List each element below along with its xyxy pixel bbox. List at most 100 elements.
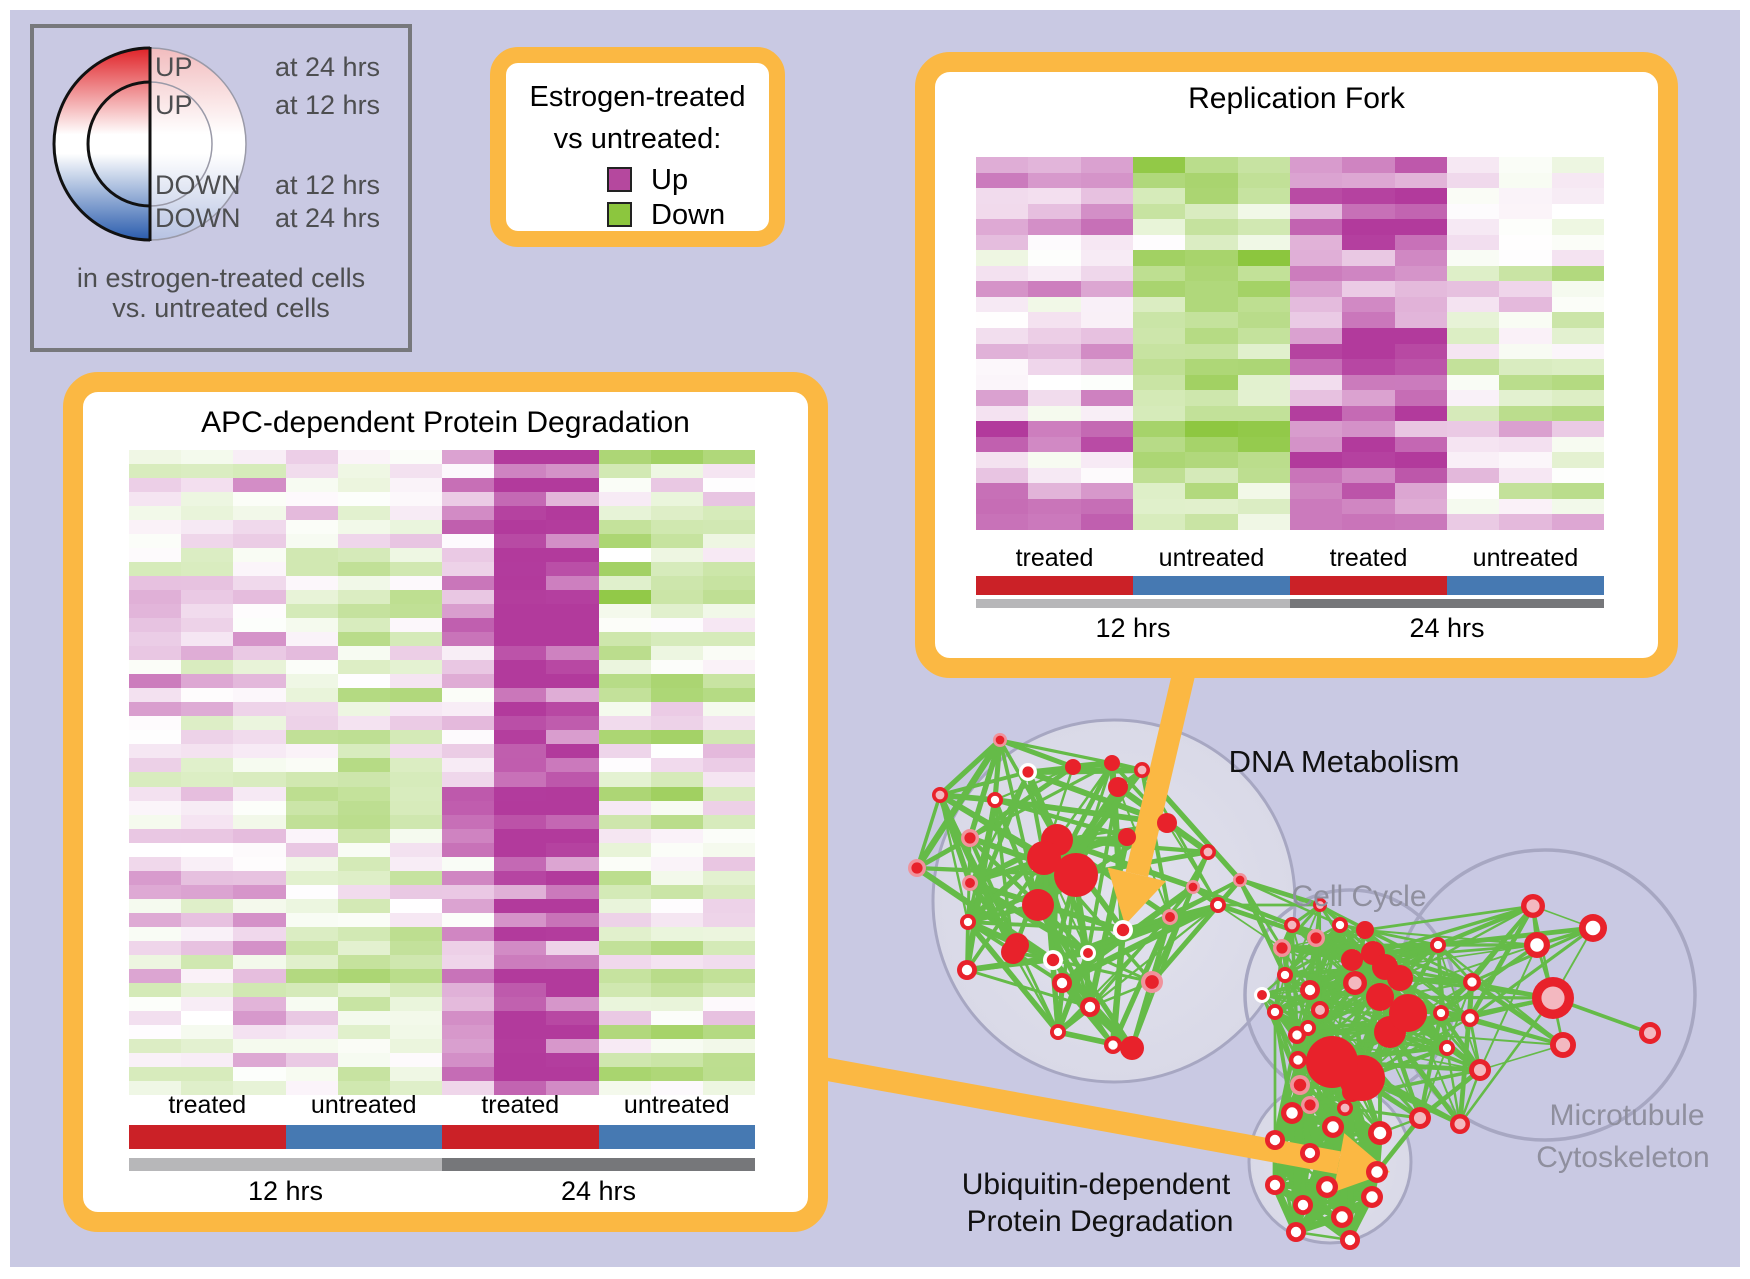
heatmap-cell [129, 716, 182, 731]
heatmap-cell [1499, 281, 1552, 297]
gene-node [1235, 875, 1245, 885]
heatmap-cell [1342, 234, 1395, 251]
heatmap-cell [1446, 327, 1500, 344]
heatmap-cell [1342, 172, 1395, 189]
heatmap-cell [1394, 250, 1447, 266]
time-bar-segment [129, 1158, 442, 1171]
heatmap-cell [546, 520, 599, 535]
heatmap-cell [389, 828, 442, 843]
heatmap-cell [442, 912, 495, 927]
heatmap-cell [1132, 483, 1186, 499]
heatmap-cell [1499, 374, 1552, 391]
heatmap-cell [494, 758, 547, 773]
heatmap-cell [1080, 172, 1133, 189]
time-label: at 24 hrs [275, 52, 381, 82]
gene-node [1065, 759, 1081, 775]
heatmap-cell [442, 646, 495, 661]
heatmap-cell [494, 842, 547, 857]
gene-node [1286, 1107, 1298, 1119]
heatmap-cell [337, 926, 390, 941]
condition-color-bar [129, 1125, 755, 1149]
heatmap-cell [976, 188, 1029, 204]
heatmap-cell [546, 968, 599, 983]
heatmap-cell [1499, 157, 1552, 173]
heatmap-cell [233, 576, 286, 591]
heatmap-cell [546, 660, 599, 675]
heatmap-cell [1080, 219, 1133, 235]
heatmap-cell [337, 1080, 390, 1095]
heatmap-cell [1289, 390, 1343, 406]
treated-bar-segment [442, 1125, 599, 1149]
heatmap-cell [1080, 374, 1133, 391]
heatmap-cell [181, 730, 234, 745]
heatmap-cell [233, 856, 286, 871]
heatmap-cell [442, 1024, 495, 1039]
gene-node [1137, 765, 1147, 775]
heatmap-cell [129, 674, 182, 689]
heatmap-cell [1551, 467, 1604, 484]
heatmap-cell [702, 730, 755, 745]
heatmap-cell [1132, 203, 1186, 220]
heatmap-cell [1289, 359, 1343, 375]
heatmap-cell [129, 1010, 182, 1025]
heatmap-cell [598, 940, 651, 955]
heatmap-cell [1080, 281, 1133, 297]
heatmap-cell [181, 1038, 234, 1053]
heatmap-cell [285, 1038, 338, 1053]
heatmap-cell [233, 954, 286, 969]
heatmap-cell [337, 1038, 390, 1053]
heatmap-cell [129, 856, 182, 871]
heatmap-cell [598, 604, 651, 619]
heatmap-cell [1237, 219, 1290, 235]
heatmap-cell [494, 870, 547, 885]
gene-node [1526, 899, 1540, 913]
heatmap-cell [650, 1024, 703, 1039]
heatmap-cell [181, 1080, 234, 1095]
heatmap-cell [285, 772, 338, 787]
heatmap-cell [233, 688, 286, 703]
gene-node [1022, 766, 1034, 778]
heatmap-cell [1185, 203, 1238, 220]
heatmap-cell [442, 660, 495, 675]
heatmap-cell [389, 954, 442, 969]
heatmap-cell [546, 772, 599, 787]
heatmap-cell [1289, 498, 1343, 515]
heatmap-cell [702, 1010, 755, 1025]
heatmap-cell [1080, 514, 1133, 530]
heatmap-cell [546, 940, 599, 955]
heatmap-cell [702, 618, 755, 633]
heatmap-cell [1394, 421, 1447, 437]
heatmap-cell [1289, 157, 1343, 173]
heatmap-cell [702, 660, 755, 675]
heatmap-cell [598, 842, 651, 857]
heatmap-cell [1028, 390, 1081, 406]
heatmap-cell [1499, 390, 1552, 406]
heatmap-cell [650, 688, 703, 703]
heatmap-cell [1132, 234, 1186, 251]
heatmap-cell [181, 772, 234, 787]
heatmap-cell [650, 786, 703, 801]
heatmap-cell [1499, 265, 1552, 282]
time-label: at 12 hrs [275, 90, 381, 120]
heatmap-cell [494, 940, 547, 955]
gene-node [1084, 1001, 1096, 1013]
heatmap-cell [1237, 374, 1290, 391]
heatmap-cell [1551, 157, 1604, 173]
time-labels: 12 hrs 24 hrs [976, 613, 1604, 643]
gene-node [1341, 949, 1363, 971]
heatmap-cell [976, 157, 1029, 173]
heatmap-cell [442, 450, 495, 465]
gene-node [1304, 1099, 1316, 1111]
heatmap-cell [546, 688, 599, 703]
heatmap-cell [1185, 281, 1238, 297]
gene-node [1165, 912, 1175, 922]
heatmap-cell [285, 506, 338, 521]
heatmap-cell [1237, 203, 1290, 220]
heatmap-cell [1132, 250, 1186, 266]
heatmap-cell [1289, 514, 1343, 530]
heatmap-cell [1237, 452, 1290, 468]
heatmap-cell [1342, 296, 1395, 313]
heatmap-cell [129, 646, 182, 661]
heatmap-cell [546, 478, 599, 493]
heatmap-cell [546, 954, 599, 969]
